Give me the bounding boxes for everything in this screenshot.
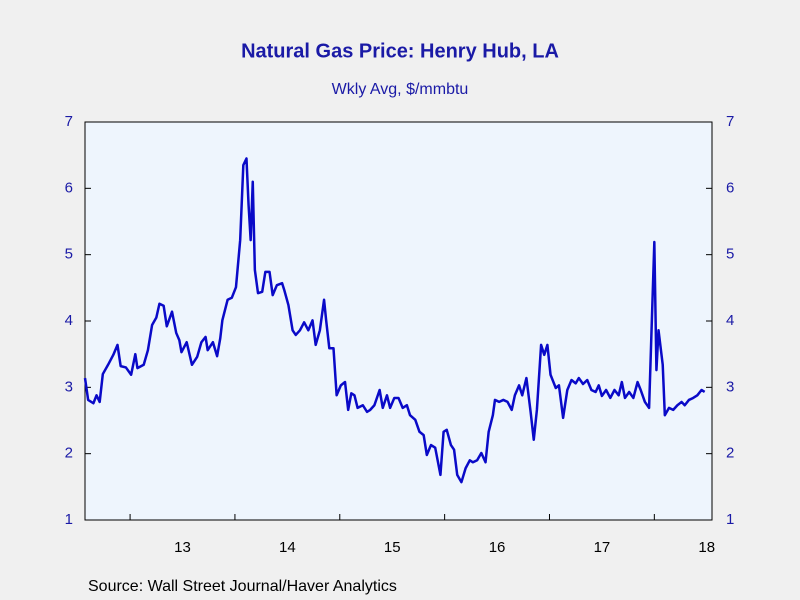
x-tick-label: 13 [174, 539, 191, 556]
y-tick-label: 5 [65, 246, 73, 263]
y2-tick-label: 7 [726, 113, 734, 130]
chart-title: Natural Gas Price: Henry Hub, LA [241, 40, 559, 62]
source-note: Source: Wall Street Journal/Haver Analyt… [88, 578, 397, 595]
y2-tick-label: 6 [726, 179, 734, 196]
x-tick-label: 17 [594, 539, 611, 556]
y-tick-label: 7 [65, 113, 73, 130]
x-tick-label: 18 [698, 539, 715, 556]
x-tick-label: 15 [384, 539, 401, 556]
y2-tick-label: 5 [726, 246, 734, 263]
y-tick-label: 2 [65, 445, 73, 462]
y-tick-label: 4 [65, 312, 73, 329]
y2-tick-label: 3 [726, 378, 734, 395]
y-tick-label: 1 [65, 511, 73, 528]
y2-tick-label: 4 [726, 312, 734, 329]
x-tick-label: 14 [279, 539, 296, 556]
y-tick-label: 6 [65, 179, 73, 196]
y-tick-label: 3 [65, 378, 73, 395]
y2-tick-label: 2 [726, 445, 734, 462]
x-tick-label: 16 [489, 539, 506, 556]
chart-subtitle: Wkly Avg, $/mmbtu [332, 81, 469, 98]
series-line [83, 157, 706, 484]
y2-tick-label: 1 [726, 511, 734, 528]
plot-area [84, 121, 713, 521]
